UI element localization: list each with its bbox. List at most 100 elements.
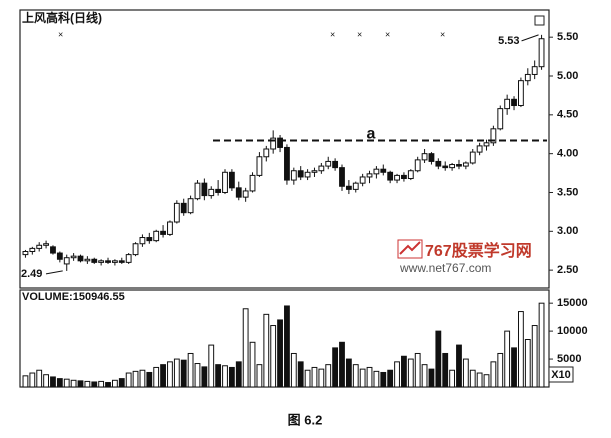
candle-body <box>401 174 407 180</box>
candle-body <box>56 252 63 260</box>
candle-body <box>70 255 77 259</box>
candle-body <box>414 159 421 172</box>
candle-body <box>256 156 263 176</box>
volume-bar <box>476 372 483 388</box>
candle-body <box>50 246 56 254</box>
volume-bar <box>228 366 235 388</box>
candle-body <box>297 170 304 178</box>
volume-bar <box>270 325 277 388</box>
volume-bar <box>497 352 504 388</box>
volume-bar <box>290 352 297 388</box>
y-tick-label: 2.50 <box>557 264 578 276</box>
volume-bar <box>421 364 428 388</box>
candle-body <box>222 171 228 193</box>
volume-bar <box>511 347 517 388</box>
candle-body <box>249 174 256 192</box>
candle-body <box>442 165 449 169</box>
candle-body <box>84 258 91 262</box>
volume-bar <box>359 368 366 388</box>
candle-body <box>538 38 545 68</box>
volume-bar <box>414 352 421 388</box>
volume-bar <box>339 341 345 388</box>
volume-bar <box>56 378 63 388</box>
volume-bar <box>215 364 222 388</box>
volume-bar <box>91 381 98 388</box>
y-tick-label: 4.00 <box>557 148 578 160</box>
watermark: 767股票学习网 www.net767.com <box>397 239 532 275</box>
volume-unit: X10 <box>551 369 571 381</box>
volume-bar <box>504 330 511 388</box>
volume-bar <box>139 369 146 388</box>
y2-tick-label: 5000 <box>557 353 581 365</box>
candle-body <box>194 182 201 200</box>
marker: × <box>385 29 390 39</box>
volume-bar <box>352 364 359 388</box>
candle-body <box>290 170 297 181</box>
candle-body <box>469 151 476 164</box>
candle-body <box>173 202 180 223</box>
candle-body <box>518 80 524 107</box>
volume-bar <box>387 369 394 388</box>
volume-bar <box>167 361 173 388</box>
volume-bar <box>63 378 70 388</box>
candle-body <box>318 165 325 172</box>
volume-bar <box>43 374 49 388</box>
unit-box <box>548 366 574 383</box>
volume-bar <box>284 305 290 388</box>
candle-body <box>339 167 345 187</box>
volume-bar <box>263 313 270 388</box>
candle-body <box>373 168 380 175</box>
candle-body <box>228 171 235 189</box>
candle-body <box>407 170 414 180</box>
volume-bar <box>373 370 380 388</box>
candle-body <box>456 164 462 167</box>
volume-bar <box>194 363 201 388</box>
candle-body <box>435 160 442 167</box>
volume-bar <box>318 368 325 388</box>
price-panel <box>19 9 550 289</box>
resistance-label: a <box>367 126 376 143</box>
marker: × <box>58 29 63 39</box>
candle-body <box>394 174 400 181</box>
volume-bar <box>380 371 387 388</box>
candle-body <box>139 237 146 245</box>
watermark-text: 767股票学习网 <box>425 241 532 260</box>
volume-bar <box>160 364 166 388</box>
volume-bar <box>407 358 414 388</box>
candle-body <box>449 164 456 169</box>
candle-body <box>270 137 277 150</box>
volume-bar <box>208 344 215 388</box>
volume-bar <box>449 369 456 388</box>
volume-bar <box>125 372 132 388</box>
candle-body <box>167 221 173 235</box>
volume-bar <box>366 366 373 388</box>
candle-body <box>387 171 394 181</box>
volume-bar <box>180 359 187 388</box>
candle-body <box>332 160 339 169</box>
volume-bar <box>456 344 462 388</box>
high-arrow <box>521 34 539 42</box>
candle-body <box>421 153 428 161</box>
candle-body <box>462 162 469 167</box>
candle-body <box>91 258 98 263</box>
volume-bar <box>345 358 352 388</box>
marker: × <box>330 29 335 39</box>
volume-bar <box>36 369 43 388</box>
marker: × <box>357 29 362 39</box>
volume-bar <box>77 380 84 388</box>
candle-body <box>304 171 311 178</box>
candle-body <box>43 243 49 246</box>
y-tick-label: 5.50 <box>557 31 578 43</box>
candle-body <box>242 190 249 198</box>
marker: × <box>440 29 445 39</box>
volume-bar <box>325 364 332 388</box>
candle-body <box>160 230 166 235</box>
volume-bar <box>132 370 139 388</box>
candle-body <box>504 98 511 110</box>
volume-bar <box>332 347 339 388</box>
caption: 图 6.2 <box>288 412 323 427</box>
volume-bar <box>118 378 125 388</box>
candle-body <box>125 254 132 263</box>
volume-bar <box>483 374 490 388</box>
